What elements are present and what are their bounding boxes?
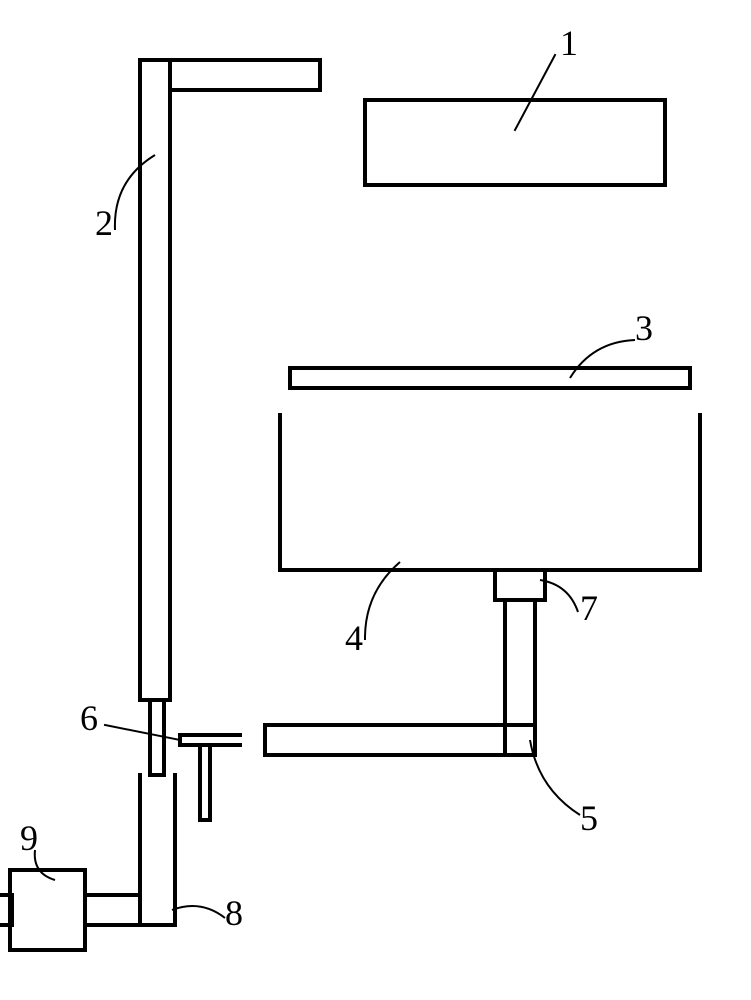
label-9: 9 (20, 820, 38, 856)
label-7: 7 (580, 590, 598, 626)
diagram-svg (0, 0, 751, 1000)
label-2: 2 (95, 205, 113, 241)
label-1: 1 (560, 25, 578, 61)
label-3: 3 (635, 310, 653, 346)
label-5: 5 (580, 800, 598, 836)
label-8: 8 (225, 895, 243, 931)
diagram-canvas: 1 2 3 4 5 6 7 8 9 (0, 0, 751, 1000)
label-4: 4 (345, 620, 363, 656)
label-6: 6 (80, 700, 98, 736)
